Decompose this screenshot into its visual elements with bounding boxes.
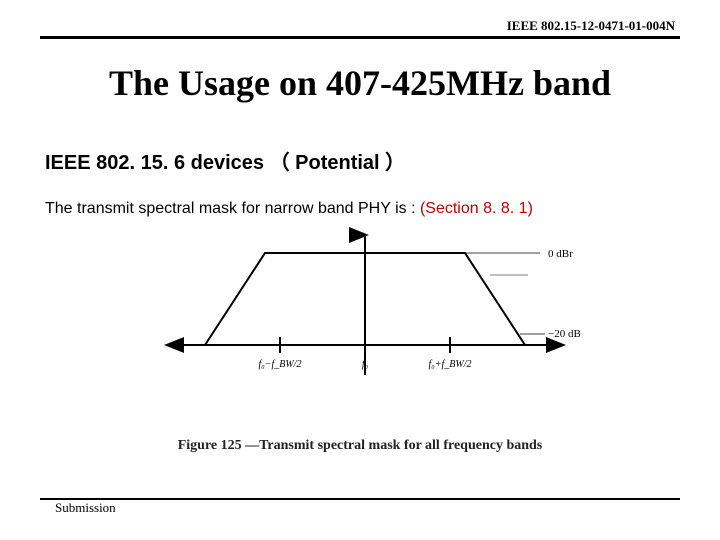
label-f0-minus: f₀−f_BW/2 [259,359,302,370]
label-0dbr: 0 dBr [548,248,573,260]
top-rule [40,36,680,39]
page-title: The Usage on 407-425MHz band [0,62,720,104]
section-ref: (Section 8. 8. 1) [420,200,533,217]
label-f0: f₀ [362,359,369,370]
bottom-rule [40,498,680,500]
spectral-mask-figure: 0 dBr −20 dBr f₀−f_BW/2 f₀ f₀+f_BW/2 [150,225,580,425]
footer-label: Submission [55,500,116,516]
label-neg20dbr: −20 dBr [548,328,580,340]
figure-caption: Figure 125 —Transmit spectral mask for a… [0,438,720,454]
body-text: The transmit spectral mask for narrow ba… [45,200,533,218]
spectral-mask-svg: 0 dBr −20 dBr f₀−f_BW/2 f₀ f₀+f_BW/2 [150,225,580,395]
doc-id: IEEE 802.15-12-0471-01-004N [507,18,675,34]
slide-page: IEEE 802.15-12-0471-01-004N The Usage on… [0,0,720,540]
label-f0-plus: f₀+f_BW/2 [429,359,472,370]
subtitle: IEEE 802. 15. 6 devices （ Potential ） [45,146,405,175]
body-intro: The transmit spectral mask for narrow ba… [45,200,420,217]
